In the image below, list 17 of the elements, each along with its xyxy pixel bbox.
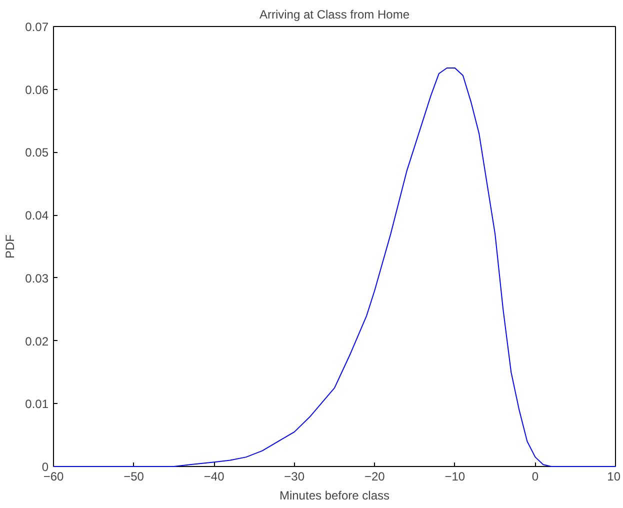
x-tick-label: −20 [364, 470, 386, 484]
y-tick-label: 0.02 [25, 334, 49, 348]
y-tick-label: 0.06 [25, 82, 49, 97]
y-axis-title: PDF [3, 234, 18, 258]
y-tick-label: 0.01 [25, 397, 49, 412]
x-tick-label: −40 [204, 470, 225, 484]
x-tick-label: 10 [607, 470, 621, 484]
y-tick-label: 0.04 [25, 208, 49, 223]
y-tick-label: 0.05 [25, 146, 49, 160]
x-tick-label: −50 [124, 470, 144, 484]
y-tick-label: 0.07 [25, 20, 49, 34]
x-tick-label: 0 [532, 470, 539, 484]
x-tick-label: −30 [284, 470, 305, 484]
x-axis-title: Minutes before class [279, 488, 390, 502]
chart-title: Arriving at Class from Home [259, 8, 410, 22]
y-tick-label: 0.03 [25, 271, 49, 286]
x-tick-label: −10 [444, 470, 466, 484]
